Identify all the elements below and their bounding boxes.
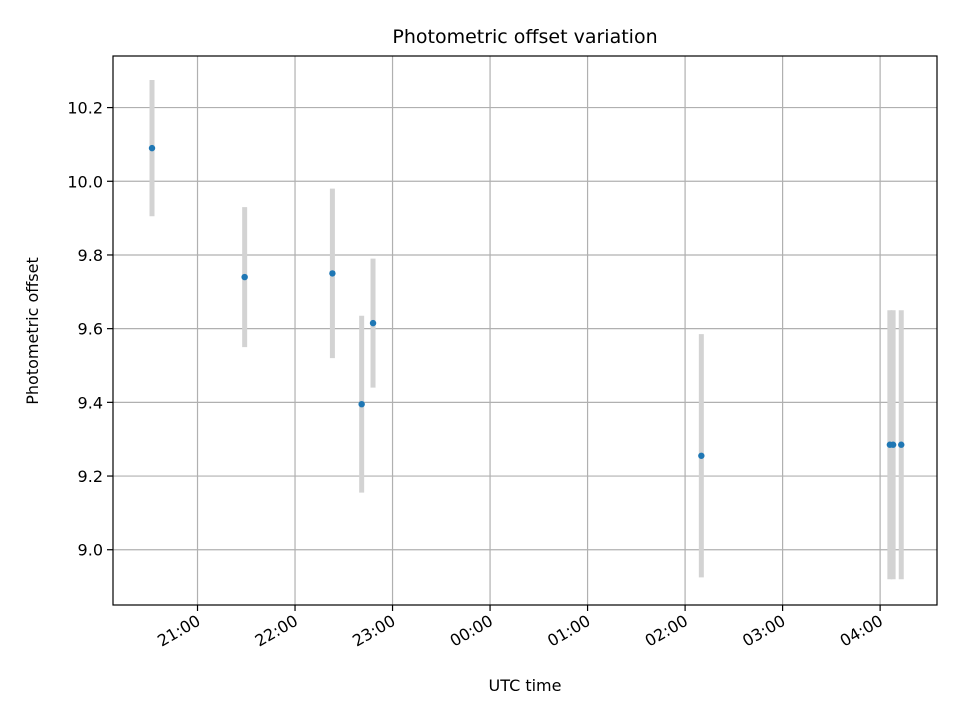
data-point	[369, 319, 377, 327]
y-axis-ticks: 9.0 9.2 9.4 9.6 9.8 10.0 10.2	[67, 99, 113, 560]
chart-title: Photometric offset variation	[392, 26, 657, 48]
data-point	[898, 441, 905, 448]
y-tick-label: 10.2	[67, 99, 103, 118]
data-point	[329, 270, 336, 277]
data-point	[358, 400, 365, 408]
x-axis-title: UTC time	[489, 676, 562, 695]
y-tick-label: 9.6	[78, 320, 103, 339]
y-axis-title: Photometric offset	[23, 257, 42, 405]
y-tick-label: 9.2	[78, 467, 103, 486]
plot-area	[113, 56, 937, 605]
data-point	[241, 273, 248, 281]
y-tick-label: 9.4	[78, 393, 103, 412]
data-point	[889, 441, 897, 448]
grid	[113, 56, 937, 605]
y-tick-label: 9.8	[78, 246, 103, 265]
y-tick-label: 10.0	[67, 172, 103, 191]
data-point	[698, 452, 705, 459]
y-tick-label: 9.0	[78, 541, 103, 560]
data-point	[148, 144, 156, 152]
markers	[148, 144, 905, 459]
plot-frame	[112, 55, 938, 606]
